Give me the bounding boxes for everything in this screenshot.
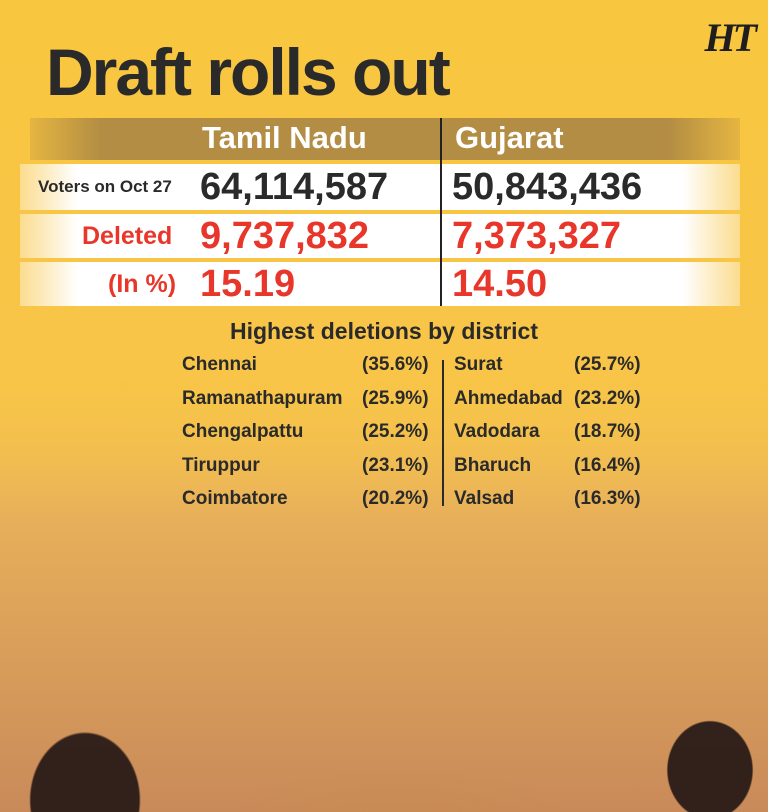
value-tn: 9,737,832 [200, 215, 370, 257]
column-divider [440, 118, 442, 306]
row-label: (In %) [108, 270, 177, 298]
page-title: Draft rolls out [46, 35, 451, 109]
district-pct: (16.3%) [574, 488, 641, 509]
district-name: Ahmedabad [454, 387, 563, 409]
column-gujarat: Gujarat [455, 120, 564, 155]
column-tamil-nadu: Tamil Nadu [202, 120, 367, 155]
district-pct: (23.2%) [574, 387, 641, 409]
district-pct: (23.1%) [362, 454, 429, 476]
photo-fade [0, 300, 768, 520]
district-divider [442, 360, 444, 506]
row-label: Voters on Oct 27 [38, 177, 172, 196]
value-gj: 14.50 [452, 263, 548, 305]
table-header-band: Tamil Nadu Gujarat [30, 118, 740, 160]
district-name: Tiruppur [182, 454, 260, 476]
district-pct: (18.7%) [574, 421, 641, 442]
district-name: Coimbatore [182, 488, 288, 509]
district-pct: (35.6%) [362, 354, 429, 375]
table-row-voters: Voters on Oct 27 64,114,587 50,843,436 [20, 164, 740, 210]
district-pct: (25.9%) [362, 387, 429, 409]
district-pct: (25.2%) [362, 421, 429, 442]
district-pct: (16.4%) [574, 454, 641, 476]
district-name: Valsad [454, 488, 515, 509]
value-gj: 50,843,436 [452, 166, 643, 208]
table-row-percent: (In %) 15.19 14.50 [20, 262, 740, 306]
value-tn: 64,114,587 [200, 166, 389, 208]
district-name: Bharuch [454, 454, 532, 476]
district-name: Vadodara [454, 421, 540, 442]
value-tn: 15.19 [200, 263, 296, 305]
district-name: Chengalpattu [182, 421, 304, 442]
row-label: Deleted [82, 222, 173, 250]
value-gj: 7,373,327 [452, 215, 622, 257]
district-pct: (25.7%) [574, 354, 641, 375]
ht-logo: HT [704, 15, 757, 60]
table-row-deleted: Deleted 9,737,832 7,373,327 [20, 214, 740, 258]
district-pct: (20.2%) [362, 488, 429, 509]
district-name: Surat [454, 354, 503, 375]
district-name: Chennai [182, 354, 257, 375]
districts-title: Highest deletions by district [230, 318, 538, 344]
district-name: Ramanathapuram [182, 387, 343, 409]
